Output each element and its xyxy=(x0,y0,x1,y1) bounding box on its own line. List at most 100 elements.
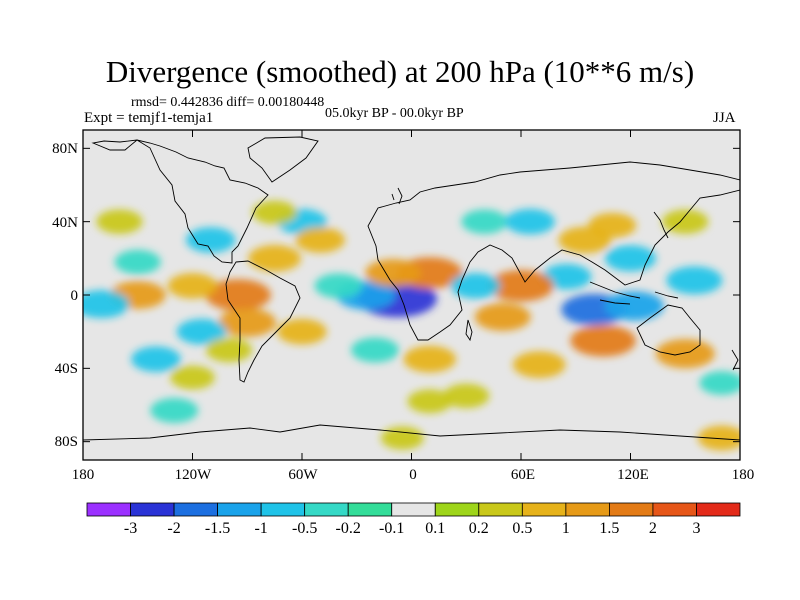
divergence-cell-32 xyxy=(588,212,637,238)
lat-label-0: 0 xyxy=(70,288,79,304)
divergence-cell-13 xyxy=(655,339,715,369)
divergence-cell-28 xyxy=(252,200,298,225)
divergence-cell-5 xyxy=(604,291,664,321)
colorbar-swatch-11 xyxy=(565,502,610,517)
divergence-cell-27 xyxy=(295,227,346,253)
lon-label-180e: 180 xyxy=(731,467,755,483)
colorbar-label: -2 xyxy=(167,520,181,537)
coast-uk xyxy=(391,187,403,205)
colorbar-swatch-7 xyxy=(391,502,436,517)
colorbar-swatch-5 xyxy=(304,502,349,517)
divergence-cell-42 xyxy=(697,425,740,451)
colorbar xyxy=(86,502,741,517)
coast-antarctica xyxy=(83,424,740,441)
divergence-cell-15 xyxy=(205,279,271,311)
divergence-cell-37 xyxy=(170,365,215,390)
coast-japan xyxy=(653,211,669,239)
lon-label-120e: 120E xyxy=(617,467,649,483)
colorbar-label: 3 xyxy=(692,520,701,537)
coast-north-america xyxy=(91,139,269,264)
lon-label-60e: 60E xyxy=(510,467,536,483)
divergence-cell-38 xyxy=(205,337,253,363)
colorbar-swatch-9 xyxy=(478,502,523,517)
divergence-cell-16 xyxy=(218,308,277,337)
colorbar-label: 1.5 xyxy=(599,520,620,537)
colorbar-label: -3 xyxy=(123,520,138,537)
divergence-cell-22 xyxy=(114,249,161,275)
lon-label-60w: 60W xyxy=(288,467,318,483)
colorbar-label: 2 xyxy=(648,520,657,537)
colorbar-label: -0.1 xyxy=(379,520,405,537)
colorbar-swatch-4 xyxy=(260,502,306,517)
colorbar-label: -0.2 xyxy=(335,520,361,537)
colorbar-swatch-12 xyxy=(609,502,654,517)
coast-africa-eurasia xyxy=(367,161,740,341)
divergence-cell-36 xyxy=(131,346,181,372)
divergence-cell-10 xyxy=(474,303,531,331)
divergence-cell-44 xyxy=(443,383,490,409)
colorbar-swatch-1 xyxy=(130,502,175,517)
divergence-cell-12 xyxy=(512,351,566,379)
lon-label-0: 0 xyxy=(409,467,417,483)
colorbar-label: -1 xyxy=(254,520,268,537)
divergence-cell-20 xyxy=(167,273,218,299)
colorbar-swatch-3 xyxy=(217,502,262,517)
colorbar-swatch-10 xyxy=(521,502,567,517)
divergence-cell-35 xyxy=(351,337,399,363)
coast-madagascar xyxy=(465,319,473,342)
colorbar-swatch-2 xyxy=(173,502,218,517)
coast-greenland xyxy=(247,136,319,183)
colorbar-swatch-8 xyxy=(434,502,480,517)
colorbar-swatch-14 xyxy=(696,502,741,517)
colorbar-label: -1.5 xyxy=(204,520,231,537)
colorbar-label: 0.1 xyxy=(425,520,446,537)
coastlines xyxy=(83,136,740,441)
period-label: 05.0kyr BP - 00.0kyr BP xyxy=(325,106,464,121)
divergence-cell-17 xyxy=(248,244,302,272)
lat-label-80n: 80N xyxy=(52,141,78,157)
divergence-cell-25 xyxy=(314,273,363,299)
divergence-cell-30 xyxy=(505,208,555,235)
axis-ticks xyxy=(82,130,741,460)
divergence-cell-33 xyxy=(662,209,709,234)
divergence-field xyxy=(83,200,740,451)
lat-label-40s: 40S xyxy=(54,361,78,377)
divergence-cell-45 xyxy=(450,273,501,299)
divergence-cell-21 xyxy=(83,290,130,319)
season-label: JJA xyxy=(713,110,736,126)
divergence-cell-18 xyxy=(277,318,327,345)
divergence-cell-9 xyxy=(488,270,554,302)
divergence-cell-7 xyxy=(541,263,592,290)
divergence-cell-41 xyxy=(407,389,453,414)
lat-label-80s: 80S xyxy=(54,434,78,450)
divergence-cell-6 xyxy=(666,266,723,295)
chart-title: Divergence (smoothed) at 200 hPa (10**6 … xyxy=(105,54,695,89)
colorbar-swatch-6 xyxy=(347,502,393,517)
divergence-cell-11 xyxy=(570,325,636,357)
divergence-cell-8 xyxy=(604,245,657,272)
coast-australia xyxy=(636,304,701,356)
divergence-cell-43 xyxy=(380,426,424,450)
colorbar-label: -0.5 xyxy=(291,520,318,537)
coast-south-america xyxy=(225,260,301,383)
colorbar-label: 0.2 xyxy=(468,520,489,537)
divergence-cell-14 xyxy=(699,371,740,395)
divergence-cell-34 xyxy=(403,345,457,373)
lon-label-120w: 120W xyxy=(174,467,212,483)
divergence-cell-3 xyxy=(365,259,422,287)
divergence-cell-23 xyxy=(176,318,227,345)
colorbar-swatch-13 xyxy=(652,502,697,517)
coast-new-zealand xyxy=(731,349,739,371)
divergence-cell-40 xyxy=(150,398,199,423)
divergence-cell-39 xyxy=(96,209,143,234)
divergence-cell-29 xyxy=(461,209,508,234)
colorbar-label: 1 xyxy=(561,520,570,537)
lon-label-180w: 180 xyxy=(71,467,95,483)
coast-indonesia xyxy=(589,281,679,305)
experiment-label: Expt = temjf1-temja1 xyxy=(84,110,214,126)
stats-label: rmsd= 0.442836 diff= 0.00180448 xyxy=(131,95,325,110)
colorbar-label: 0.5 xyxy=(512,520,533,537)
divergence-cell-24 xyxy=(185,227,236,253)
lat-label-40n: 40N xyxy=(52,215,78,231)
